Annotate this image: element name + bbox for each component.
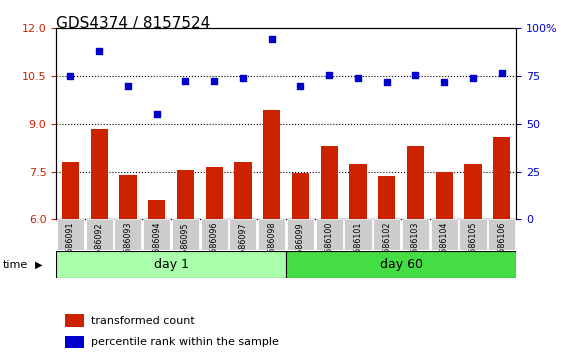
Bar <box>65 314 84 327</box>
Text: GSM586100: GSM586100 <box>325 222 334 270</box>
Point <box>497 70 506 76</box>
Point <box>238 75 247 80</box>
Point <box>411 72 420 77</box>
Point <box>382 80 391 85</box>
Text: GSM586102: GSM586102 <box>382 222 391 270</box>
Text: GSM586091: GSM586091 <box>66 222 75 270</box>
FancyBboxPatch shape <box>86 219 113 250</box>
Bar <box>119 175 136 354</box>
Bar <box>148 200 165 354</box>
Point <box>210 78 219 84</box>
FancyBboxPatch shape <box>344 219 371 250</box>
Point <box>267 37 276 42</box>
Text: GSM586095: GSM586095 <box>181 222 190 270</box>
FancyBboxPatch shape <box>57 219 84 250</box>
Point <box>152 112 161 117</box>
FancyBboxPatch shape <box>316 219 343 250</box>
FancyBboxPatch shape <box>229 219 256 250</box>
Bar <box>234 162 251 354</box>
Bar <box>465 164 481 354</box>
Bar <box>407 146 424 354</box>
FancyBboxPatch shape <box>459 219 486 250</box>
Point <box>440 80 449 85</box>
FancyBboxPatch shape <box>201 219 228 250</box>
Text: GSM586099: GSM586099 <box>296 222 305 270</box>
Text: GSM586101: GSM586101 <box>353 222 362 270</box>
Bar <box>205 167 223 354</box>
Point <box>296 83 305 88</box>
Bar <box>65 336 84 348</box>
Bar <box>90 129 108 354</box>
Point <box>66 73 75 79</box>
FancyBboxPatch shape <box>286 251 516 278</box>
Text: GSM586105: GSM586105 <box>468 222 477 270</box>
FancyBboxPatch shape <box>172 219 199 250</box>
FancyBboxPatch shape <box>56 251 286 278</box>
Point <box>95 48 104 53</box>
Bar <box>320 146 338 354</box>
Text: GSM586096: GSM586096 <box>210 222 219 270</box>
Text: ▶: ▶ <box>35 260 43 270</box>
Text: GSM586094: GSM586094 <box>152 222 161 270</box>
FancyBboxPatch shape <box>258 219 285 250</box>
Text: GSM586103: GSM586103 <box>411 222 420 270</box>
Bar <box>292 173 309 354</box>
FancyBboxPatch shape <box>287 219 314 250</box>
FancyBboxPatch shape <box>402 219 429 250</box>
FancyBboxPatch shape <box>373 219 400 250</box>
Text: transformed count: transformed count <box>91 316 194 326</box>
Text: GSM586097: GSM586097 <box>238 222 247 270</box>
Text: GSM586093: GSM586093 <box>123 222 132 270</box>
FancyBboxPatch shape <box>431 219 458 250</box>
Text: GSM586104: GSM586104 <box>440 222 449 270</box>
Text: day 60: day 60 <box>380 258 422 271</box>
Text: percentile rank within the sample: percentile rank within the sample <box>91 337 278 347</box>
FancyBboxPatch shape <box>143 219 170 250</box>
FancyBboxPatch shape <box>488 219 515 250</box>
Point <box>468 75 477 80</box>
Text: GSM586106: GSM586106 <box>497 222 506 270</box>
Text: day 1: day 1 <box>154 258 188 271</box>
Point <box>353 75 362 80</box>
Text: GDS4374 / 8157524: GDS4374 / 8157524 <box>56 16 210 31</box>
Text: GSM586092: GSM586092 <box>95 222 104 270</box>
Bar <box>62 162 79 354</box>
Bar <box>263 110 280 354</box>
Point <box>325 72 334 77</box>
Point <box>123 83 132 88</box>
Bar <box>378 176 396 354</box>
FancyBboxPatch shape <box>114 219 141 250</box>
Text: GSM586098: GSM586098 <box>267 222 276 270</box>
Bar <box>177 170 194 354</box>
Bar <box>493 137 511 354</box>
Bar <box>435 172 453 354</box>
Text: time: time <box>3 260 28 270</box>
Bar <box>350 164 366 354</box>
Point <box>181 78 190 84</box>
